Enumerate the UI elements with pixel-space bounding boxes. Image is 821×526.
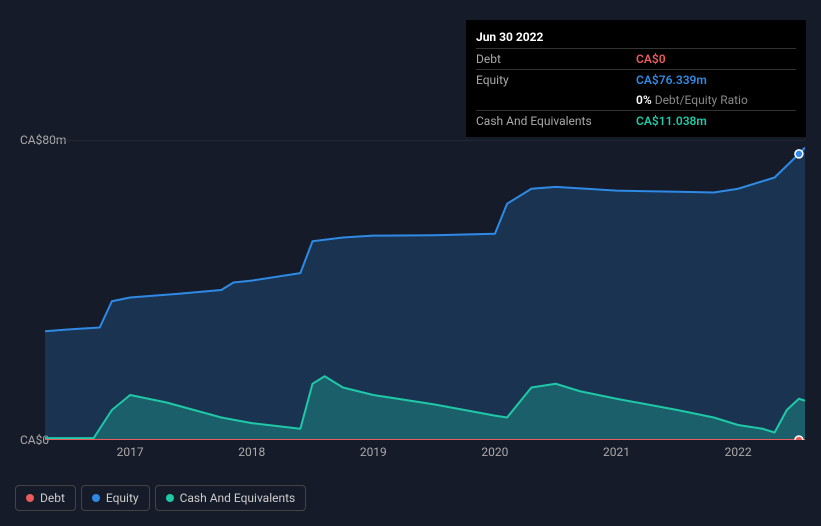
tooltip-date: Jun 30 2022: [476, 26, 796, 48]
tooltip-row-value: CA$76.339m: [636, 73, 796, 87]
x-tick-label: 2021: [603, 445, 630, 459]
chart-plot: [45, 140, 805, 440]
legend-dot-icon: [26, 494, 34, 502]
x-axis: 2017 2018 2019 2020 2021 2022: [45, 445, 805, 465]
tooltip-row-label: Equity: [476, 73, 636, 87]
tooltip-row-label: Cash And Equivalents: [476, 114, 636, 128]
legend-label: Cash And Equivalents: [180, 491, 296, 505]
tooltip-row-value: CA$11.038m: [636, 114, 796, 128]
chart-tooltip: Jun 30 2022 DebtCA$0EquityCA$76.339m0% D…: [466, 20, 806, 137]
tooltip-row: DebtCA$0: [476, 48, 796, 69]
legend-dot-icon: [92, 494, 100, 502]
tooltip-row-value: 0% Debt/Equity Ratio: [636, 93, 796, 107]
tooltip-row-value: CA$0: [636, 52, 796, 66]
tooltip-row-label: [476, 93, 636, 107]
legend-dot-icon: [166, 494, 174, 502]
x-tick-label: 2019: [360, 445, 387, 459]
tooltip-row: 0% Debt/Equity Ratio: [476, 90, 796, 110]
legend-label: Equity: [106, 491, 139, 505]
x-tick-label: 2020: [481, 445, 508, 459]
x-tick-label: 2022: [725, 445, 752, 459]
legend-item-debt[interactable]: Debt: [15, 485, 76, 511]
x-tick-label: 2017: [117, 445, 144, 459]
chart-svg: [45, 140, 805, 440]
legend-item-equity[interactable]: Equity: [81, 485, 150, 511]
x-tick-label: 2018: [238, 445, 265, 459]
chart-legend: Debt Equity Cash And Equivalents: [15, 485, 306, 511]
legend-item-cash-and-equivalents[interactable]: Cash And Equivalents: [155, 485, 307, 511]
legend-label: Debt: [40, 491, 65, 505]
tooltip-row-label: Debt: [476, 52, 636, 66]
tooltip-row: Cash And EquivalentsCA$11.038m: [476, 110, 796, 131]
chart-area: CA$0CA$80m 201720182019202020212022: [15, 120, 805, 460]
tooltip-row: EquityCA$76.339m: [476, 69, 796, 90]
tooltip-rows: DebtCA$0EquityCA$76.339m0% Debt/Equity R…: [476, 48, 796, 131]
